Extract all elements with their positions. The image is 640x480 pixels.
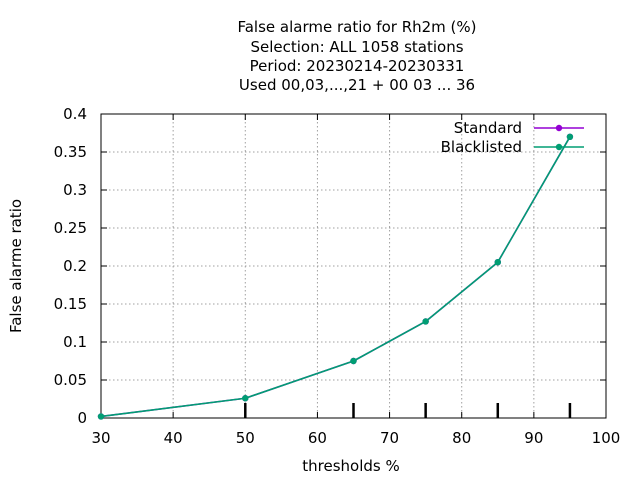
x-tick-label: 30 [91, 429, 110, 447]
data-point [97, 413, 105, 420]
threshold-marks [244, 403, 572, 418]
x-tick-label: 40 [164, 429, 183, 447]
y-tick-label: 0.35 [54, 143, 87, 161]
grid [101, 114, 606, 418]
y-axis-label: False alarme ratio [7, 199, 25, 333]
y-tick-label: 0.3 [63, 181, 87, 199]
data-point [566, 133, 574, 140]
legend-marker [555, 143, 563, 151]
y-tick-label: 0.4 [63, 105, 87, 123]
x-tick-label: 100 [592, 429, 621, 447]
title-line-3: Period: 20230214-20230331 [250, 57, 465, 75]
data-point [350, 357, 357, 365]
x-tick-label: 50 [236, 429, 255, 447]
legend-entry: Blacklisted [441, 138, 584, 156]
y-tick-label: 0.15 [54, 295, 87, 313]
y-tick-label: 0.05 [54, 371, 87, 389]
x-tick-label: 90 [524, 429, 543, 447]
legend-label: Standard [454, 119, 522, 137]
y-tick-label: 0.2 [63, 257, 87, 275]
chart-title: False alarme ratio for Rh2m (%) Selectio… [237, 18, 476, 94]
y-tick-label: 0.1 [63, 333, 87, 351]
series-blacklisted [97, 133, 574, 420]
y-tick-label: 0.25 [54, 219, 87, 237]
data-point [242, 395, 249, 402]
data-point [494, 259, 501, 266]
x-axis: 30 40 50 60 70 80 90 100 [91, 114, 620, 447]
data-point [422, 318, 429, 325]
x-tick-label: 80 [452, 429, 471, 447]
x-tick-label: 60 [308, 429, 327, 447]
y-tick-label: 0 [77, 409, 87, 427]
title-line-4: Used 00,03,...,21 + 00 03 ... 36 [239, 76, 475, 94]
x-axis-label: thresholds % [302, 457, 399, 475]
series-line [100, 136, 571, 418]
title-line-1: False alarme ratio for Rh2m (%) [237, 18, 476, 36]
title-line-2: Selection: ALL 1058 stations [250, 38, 463, 56]
y-axis: 0 0.05 0.1 0.15 0.2 0.25 0.3 0.35 0.4 [54, 105, 606, 427]
series-line [100, 136, 571, 418]
legend-label: Blacklisted [441, 138, 522, 156]
series-standard [97, 133, 574, 420]
series-layer [97, 133, 574, 420]
legend-marker [555, 124, 563, 132]
legend-entry: Standard [454, 119, 584, 137]
x-tick-label: 70 [380, 429, 399, 447]
